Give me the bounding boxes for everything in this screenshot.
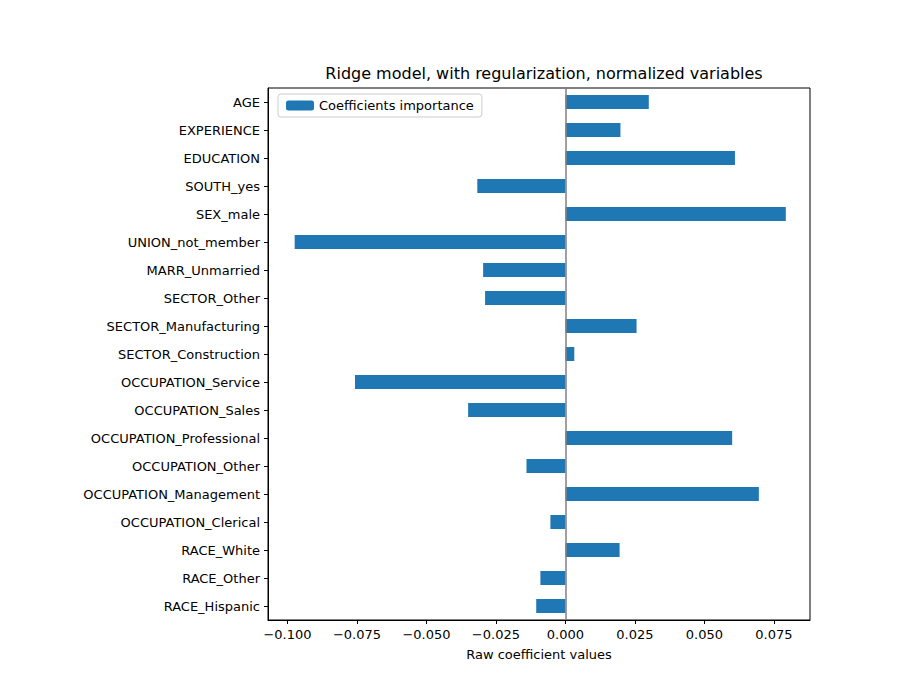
svg-text:OCCUPATION_Sales: OCCUPATION_Sales: [134, 403, 260, 418]
svg-text:UNION_not_member: UNION_not_member: [128, 235, 261, 250]
svg-text:SEX_male: SEX_male: [196, 207, 260, 222]
svg-text:SECTOR_Manufacturing: SECTOR_Manufacturing: [107, 319, 260, 334]
svg-text:AGE: AGE: [233, 95, 260, 110]
svg-text:RACE_White: RACE_White: [181, 543, 260, 558]
svg-text:−0.025: −0.025: [472, 627, 520, 642]
svg-text:OCCUPATION_Management: OCCUPATION_Management: [83, 487, 260, 502]
svg-text:Ridge model, with regularizati: Ridge model, with regularization, normal…: [325, 64, 762, 83]
svg-text:MARR_Unmarried: MARR_Unmarried: [147, 263, 260, 278]
svg-text:0.075: 0.075: [755, 627, 792, 642]
svg-text:−0.075: −0.075: [333, 627, 381, 642]
svg-text:0.000: 0.000: [547, 627, 584, 642]
svg-text:OCCUPATION_Professional: OCCUPATION_Professional: [91, 431, 260, 446]
svg-text:RACE_Other: RACE_Other: [182, 571, 261, 586]
svg-text:OCCUPATION_Service: OCCUPATION_Service: [121, 375, 260, 390]
svg-text:0.025: 0.025: [616, 627, 653, 642]
svg-text:Raw coefficient values: Raw coefficient values: [466, 647, 612, 662]
svg-text:OCCUPATION_Clerical: OCCUPATION_Clerical: [121, 515, 260, 530]
svg-text:EXPERIENCE: EXPERIENCE: [179, 123, 260, 138]
svg-text:−0.050: −0.050: [402, 627, 450, 642]
svg-text:0.050: 0.050: [686, 627, 723, 642]
svg-text:SECTOR_Other: SECTOR_Other: [164, 291, 261, 306]
svg-text:SECTOR_Construction: SECTOR_Construction: [118, 347, 260, 362]
svg-text:OCCUPATION_Other: OCCUPATION_Other: [132, 459, 261, 474]
svg-text:Coefficients importance: Coefficients importance: [319, 98, 474, 113]
svg-text:SOUTH_yes: SOUTH_yes: [185, 179, 260, 194]
svg-text:EDUCATION: EDUCATION: [184, 151, 260, 166]
svg-text:−0.100: −0.100: [263, 627, 311, 642]
svg-text:RACE_Hispanic: RACE_Hispanic: [164, 599, 260, 614]
